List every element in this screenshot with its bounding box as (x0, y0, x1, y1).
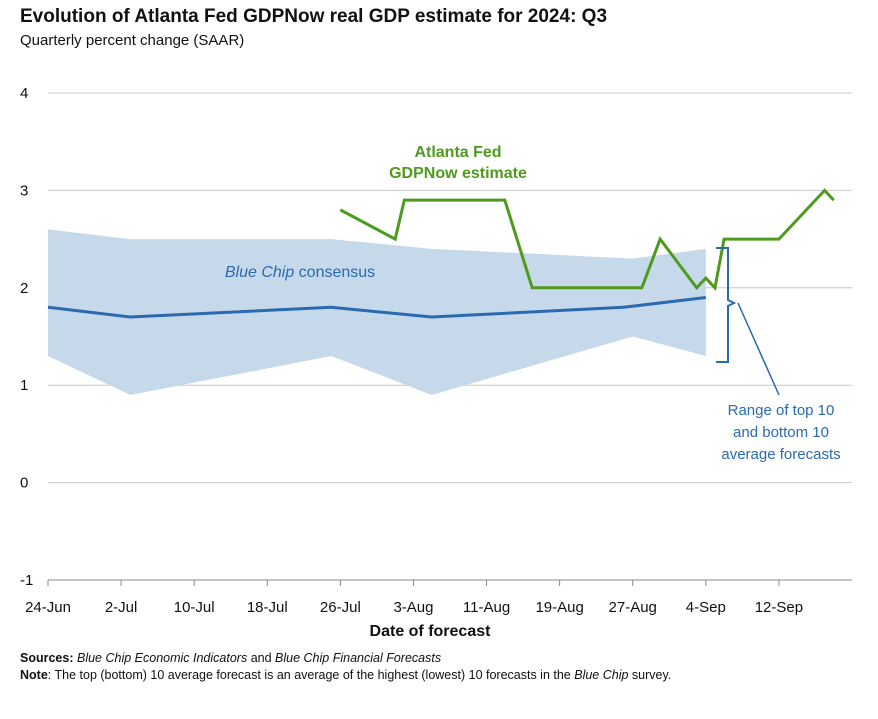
x-tick-label: 12-Sep (755, 599, 803, 616)
x-tick-label: 10-Jul (174, 599, 215, 616)
consensus-line (47, 296, 706, 319)
x-tick-label: 11-Aug (463, 599, 510, 616)
x-tick-label: 26-Jul (320, 599, 361, 616)
range-pointer-line (737, 302, 780, 396)
gdpnow-line (339, 188, 835, 291)
chart-title: Evolution of Atlanta Fed GDPNow real GDP… (20, 6, 608, 27)
gdpnow-label-line1: Atlanta Fed (414, 144, 501, 161)
x-tick-label: 24-Jun (25, 599, 71, 616)
x-tick-label: 4-Sep (686, 599, 726, 616)
y-tick-label: 2 (20, 280, 28, 297)
range-label-line2: and bottom 10 (733, 424, 829, 441)
chart-subtitle: Quarterly percent change (SAAR) (20, 32, 245, 49)
note-text-1: : The top (bottom) 10 average forecast i… (47, 668, 575, 682)
notes-block: Sources: Blue Chip Economic Indicators a… (20, 650, 860, 684)
bluechip-label-italic: Blue Chip (225, 264, 294, 281)
sources-ref-1: Blue Chip Economic Indicators (76, 651, 248, 665)
y-tick-label: 4 (20, 85, 28, 102)
note-line: Note: The top (bottom) 10 average foreca… (20, 667, 860, 684)
axes: -1 0 1 2 3 4 24-Jun 2-Jul 10-Jul 18-Jul 26-Jul 3-Au… (20, 85, 852, 616)
y-tick-label: 0 (20, 475, 28, 492)
sources-line: Sources: Blue Chip Economic Indicators a… (20, 650, 860, 667)
note-label: Note (20, 668, 48, 682)
sources-label: Sources: (20, 651, 74, 665)
y-tick-label: 1 (20, 377, 28, 394)
range-label-line1: Range of top 10 (728, 402, 835, 419)
range-bracket (716, 247, 737, 363)
sources-and: and (247, 651, 276, 665)
x-tick-label: 27-Aug (609, 599, 657, 616)
y-tick-label: -1 (20, 572, 33, 589)
bluechip-consensus-label: Blue Chip consensus (225, 264, 375, 281)
annotations: Atlanta Fed GDPNow estimate Blue Chip co… (225, 144, 841, 463)
x-tick-label: 19-Aug (535, 599, 583, 616)
note-text-italic: Blue Chip (574, 668, 629, 682)
bluechip-label-rest: consensus (294, 264, 375, 281)
y-tick-label: 3 (20, 182, 28, 199)
x-tick-label: 3-Aug (393, 599, 433, 616)
series-layer (47, 188, 835, 319)
gdpnow-label-line2: GDPNow estimate (389, 165, 527, 182)
note-text-2: survey. (628, 668, 672, 682)
x-axis-title: Date of forecast (370, 623, 492, 640)
x-tick-label: 2-Jul (105, 599, 138, 616)
range-label-line3: average forecasts (721, 446, 840, 463)
sources-ref-2: Blue Chip Financial Forecasts (275, 651, 442, 665)
x-tick-label: 18-Jul (247, 599, 288, 616)
